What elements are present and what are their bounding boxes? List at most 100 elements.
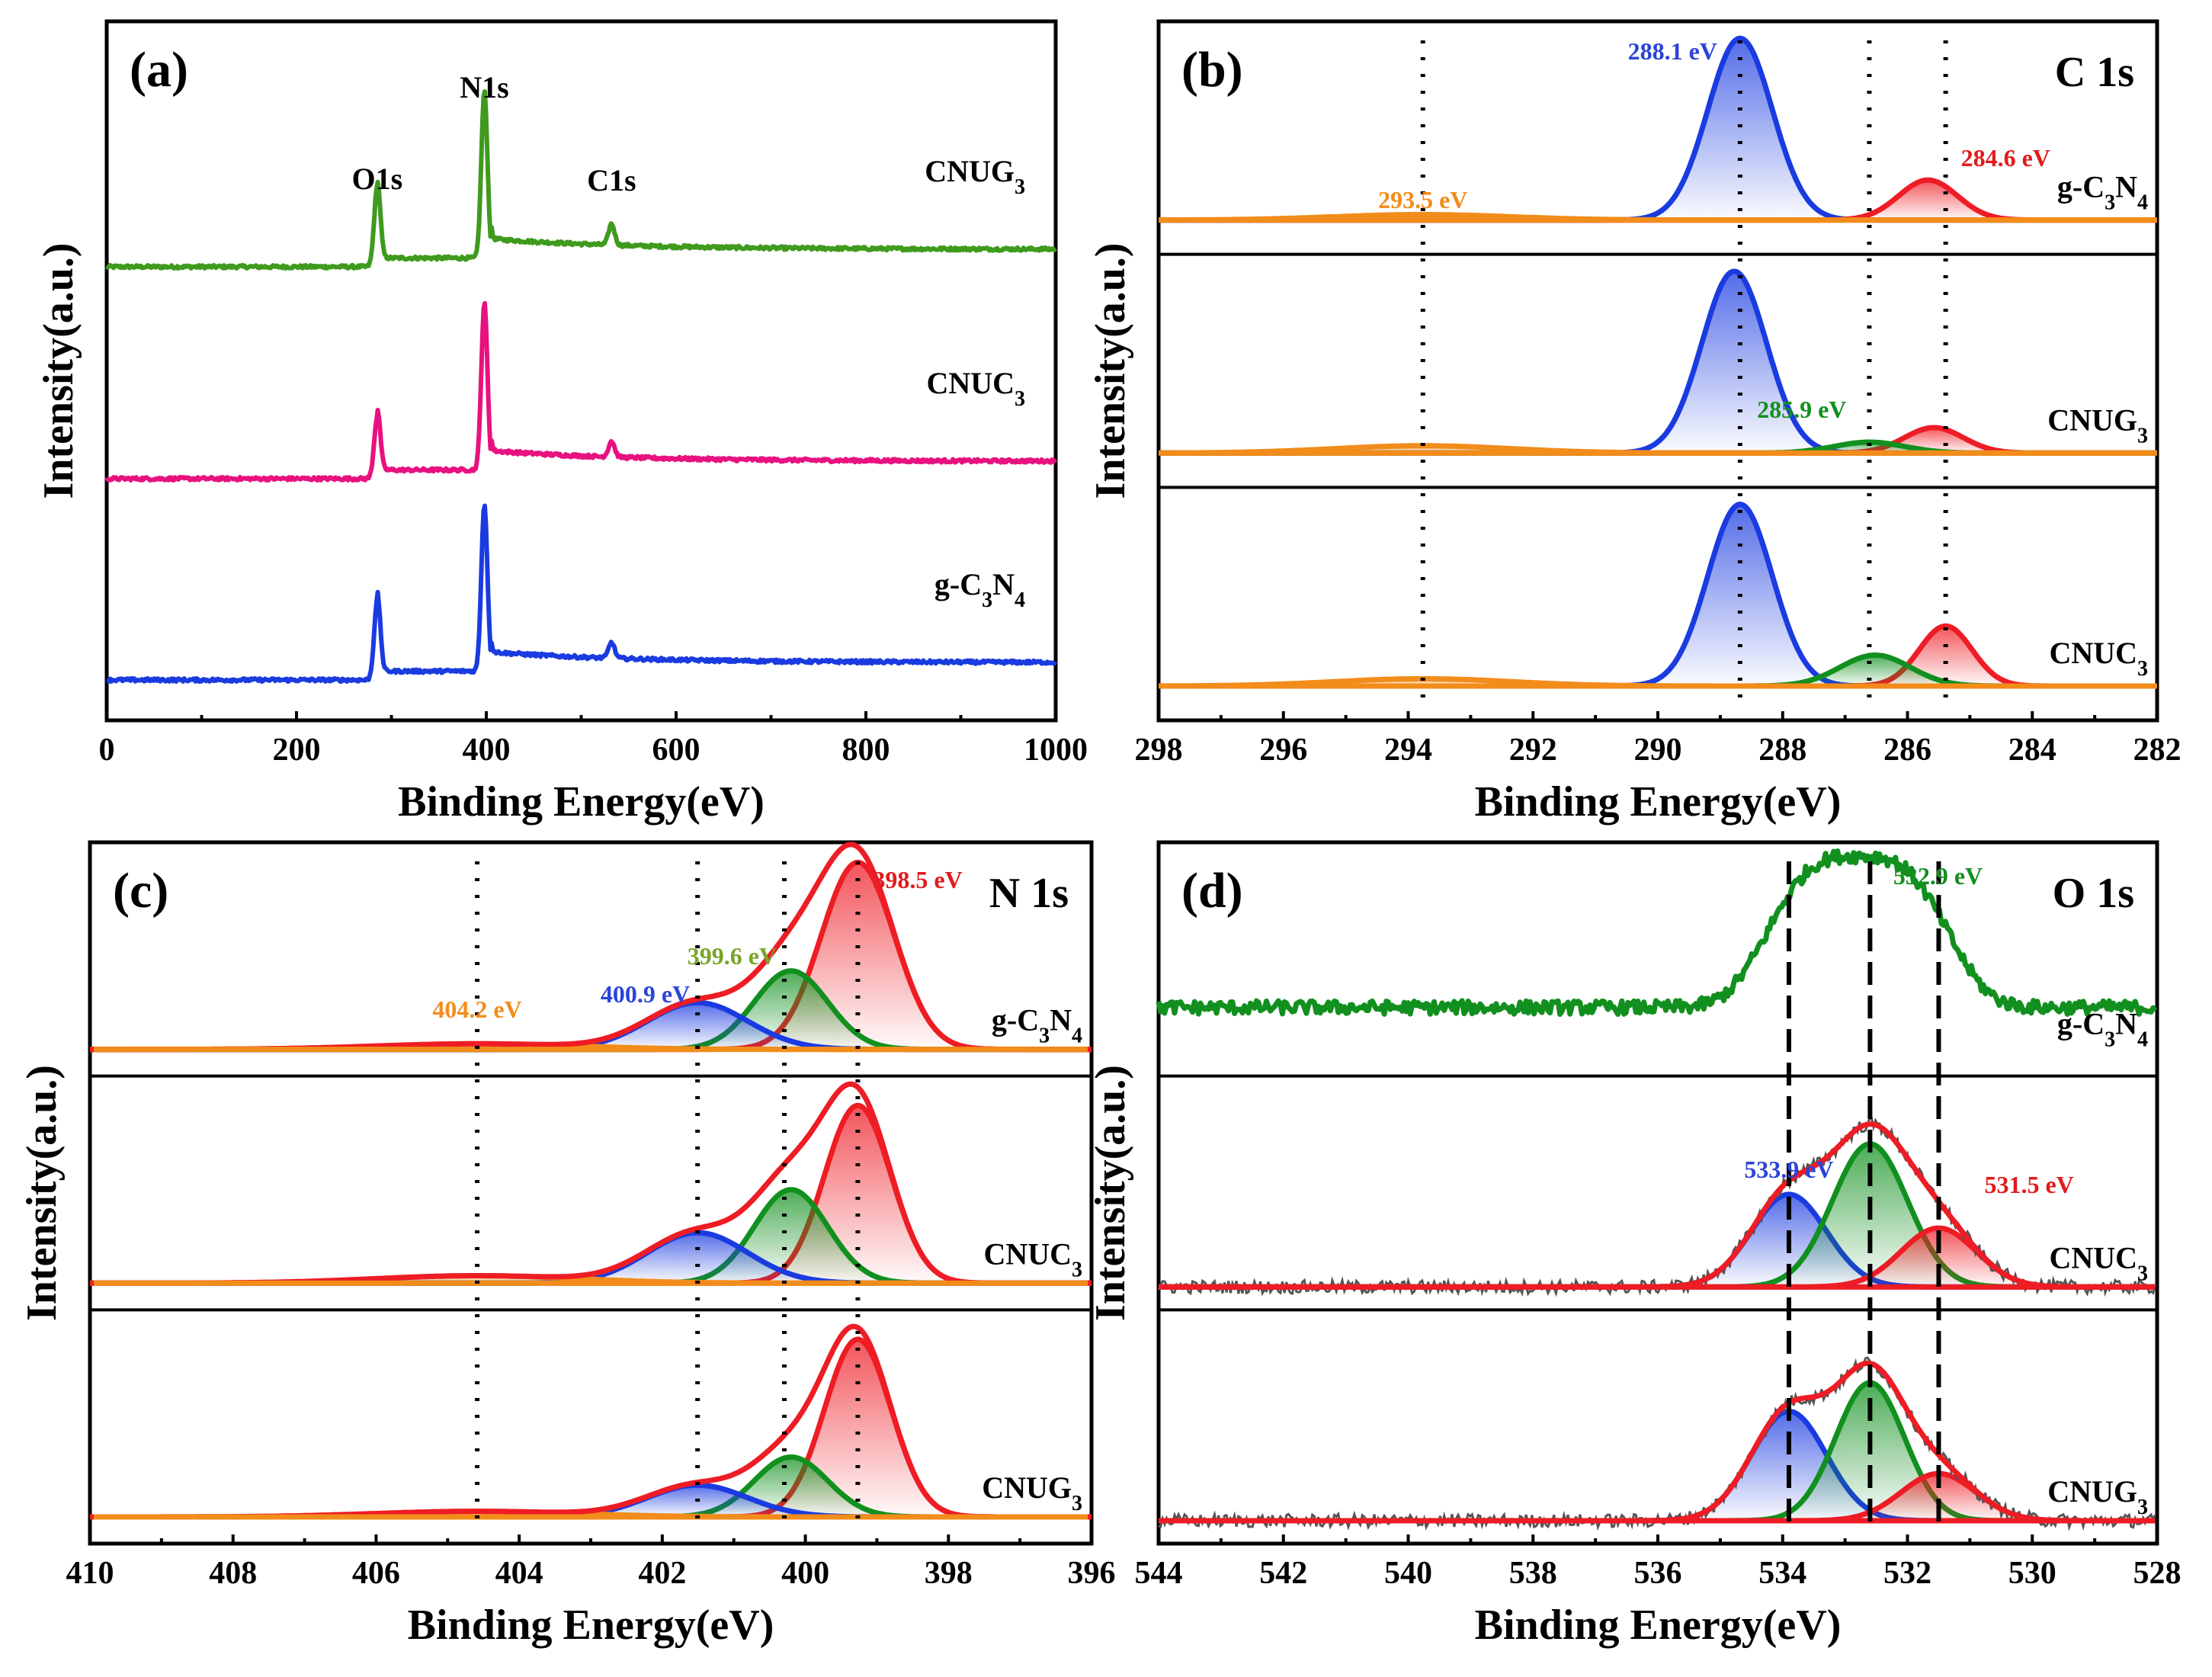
x-tick-label: 1000 — [1024, 733, 1088, 768]
component-curve — [90, 1187, 1092, 1286]
component-fill — [1159, 1383, 2157, 1521]
subplot-1: g-C3N4 — [1156, 848, 2158, 1052]
fit-envelope — [1159, 1121, 2156, 1290]
component-curve — [1159, 1141, 2156, 1290]
subplot-2: CNUG3 — [1159, 268, 2157, 456]
fit-envelope — [90, 1081, 1092, 1286]
component-fill — [90, 970, 1092, 1050]
y-axis-label: Intensity(a.u.) — [1087, 1065, 1134, 1321]
sample-label: CNUG3 — [2047, 402, 2148, 447]
x-tick-label: 284 — [2008, 733, 2057, 768]
sample-label: g-C3N4 — [2057, 1007, 2148, 1052]
panel-c-n1s: 410 408 406 404 402 400 398 396 Binding Energy(e… — [18, 840, 1116, 1649]
x-tick-label: 0 — [99, 733, 115, 768]
panel-label: (b) — [1181, 42, 1243, 98]
x-tick-label: 538 — [1509, 1556, 1557, 1591]
plot-frame — [1156, 19, 2159, 723]
x-tick-label: 408 — [209, 1556, 257, 1591]
fit-envelope — [1159, 1360, 2156, 1524]
component-fill — [90, 1189, 1092, 1284]
peak-annotation: 399.6 eV — [688, 942, 777, 970]
panel-label: (a) — [130, 42, 188, 98]
x-tick-label: 800 — [842, 733, 890, 768]
x-axis-label: Binding Energy(eV) — [1475, 1602, 1842, 1649]
component-curve — [90, 1336, 1092, 1520]
sample-label: CNUC3 — [983, 1236, 1082, 1281]
x-tick-label: 286 — [1883, 733, 1931, 768]
peak-annotation: 400.9 eV — [601, 980, 690, 1008]
sample-label: g-C3N4 — [934, 567, 1025, 612]
x-tick-label: 540 — [1384, 1556, 1432, 1591]
x-tick-label: 528 — [2133, 1556, 2182, 1591]
subplot-1: g-C3N4 — [90, 842, 1092, 1053]
component-curve — [1159, 35, 2157, 223]
x-axis-label: Binding Energy(eV) — [1475, 778, 1842, 826]
component-curve — [1159, 1380, 2156, 1524]
subplot-3: CNUC3 — [1159, 502, 2157, 689]
survey-line-cnuc3 — [104, 300, 1057, 483]
peak-label: O1s — [351, 162, 402, 196]
panel-a-survey: 0 200 400 600 800 1000 Binding Energy(eV) Inten… — [35, 19, 1088, 826]
sample-label: CNUG3 — [2047, 1474, 2148, 1519]
component-curve — [1159, 268, 2157, 456]
x-tick-label: 290 — [1634, 733, 1682, 768]
x-tick-label: 298 — [1135, 733, 1183, 768]
y-axis-label: Intensity(a.u.) — [1087, 242, 1134, 499]
sample-label: CNUC3 — [2049, 636, 2148, 681]
subplot-2: CNUC3 — [90, 1081, 1092, 1286]
y-axis-label: Intensity(a.u.) — [35, 242, 82, 499]
raw-spectrum — [1157, 1116, 2156, 1297]
x-tick-label: 600 — [652, 733, 700, 768]
component-fill — [1159, 1473, 2157, 1521]
peak-annotation: 293.5 eV — [1378, 186, 1467, 213]
plot-frame — [88, 840, 1094, 1546]
panel-d-o1s: 544 542 540 538 536 534 532 530 528 Binding Energ… — [1087, 840, 2182, 1649]
subplot-3: CNUG3 — [1158, 1356, 2157, 1531]
sample-label: g-C3N4 — [2057, 170, 2148, 215]
peak-annotation: 285.9 eV — [1757, 396, 1846, 423]
component-fill — [1159, 504, 2157, 686]
component-fill — [1159, 1411, 2157, 1521]
core-level-label: N 1s — [989, 870, 1069, 917]
raw-spectrum — [1158, 1356, 2156, 1531]
x-axis-label: Binding Energy(eV) — [408, 1602, 774, 1649]
x-tick-label: 404 — [495, 1556, 543, 1591]
core-level-label: O 1s — [2053, 870, 2134, 917]
peak-annotation: 284.6 eV — [1961, 144, 2050, 172]
component-fill — [90, 1457, 1092, 1517]
x-tick-label: 200 — [273, 733, 321, 768]
peak-label: N1s — [460, 70, 508, 104]
sample-label: CNUG3 — [982, 1470, 1082, 1515]
x-tick-label: 400 — [463, 733, 511, 768]
peak-annotation: 288.1 eV — [1628, 37, 1717, 65]
panel-label: (c) — [113, 863, 168, 919]
component-curve — [90, 1102, 1092, 1286]
peak-annotation: 398.5 eV — [873, 866, 962, 893]
subplot-3: CNUG3 — [90, 1323, 1092, 1520]
peak-annotation: 532.9 eV — [1893, 862, 1983, 890]
x-tick-label: 292 — [1509, 733, 1557, 768]
fit-envelope — [90, 1323, 1092, 1520]
peak-annotation: 531.5 eV — [1984, 1171, 2073, 1198]
x-tick-label: 544 — [1135, 1556, 1183, 1591]
x-tick-label: 296 — [1259, 733, 1307, 768]
sample-label: CNUC3 — [926, 366, 1025, 411]
x-tick-label: 530 — [2008, 1556, 2057, 1591]
peak-label: C1s — [587, 163, 636, 197]
survey-line-cnug3 — [104, 89, 1057, 271]
peak-annotation: 404.2 eV — [432, 996, 521, 1023]
plot-frame — [104, 19, 1058, 723]
x-tick-label: 402 — [638, 1556, 686, 1591]
component-curve — [1159, 502, 2157, 689]
component-fill — [1159, 38, 2157, 220]
sample-label: CNUC3 — [2049, 1240, 2148, 1285]
x-tick-label: 294 — [1384, 733, 1432, 768]
x-tick-label: 282 — [2133, 733, 2182, 768]
x-axis-label: Binding Energy(eV) — [398, 778, 765, 826]
component-fill — [1159, 1228, 2157, 1287]
survey-line-g-c3n4 — [105, 503, 1058, 684]
component-fill — [1159, 442, 2157, 454]
x-tick-label: 398 — [925, 1556, 973, 1591]
peak-annotation: 533.9 eV — [1744, 1156, 1833, 1183]
